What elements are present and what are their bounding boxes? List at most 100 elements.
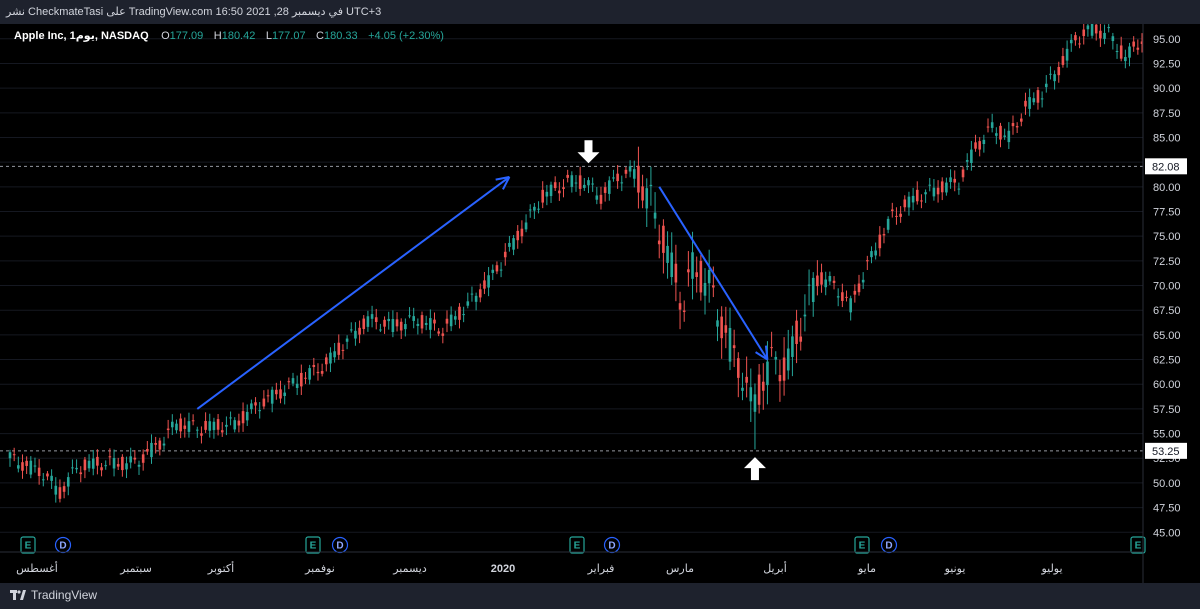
candle-body	[229, 417, 232, 419]
svg-text:D: D	[885, 541, 892, 552]
candle-body	[474, 295, 478, 302]
candle-body	[171, 421, 174, 428]
legend-high-value: 180.42	[222, 30, 256, 42]
legend-low-label: L	[266, 30, 272, 42]
x-tick-label: يونيو	[944, 563, 966, 575]
candle-body	[100, 467, 103, 471]
candle-body	[945, 182, 948, 193]
candle-body	[895, 215, 898, 217]
candle-body	[383, 319, 386, 327]
candle-body	[978, 141, 981, 150]
candle-body	[612, 177, 615, 179]
candle-body	[878, 234, 882, 249]
candle-body	[1024, 100, 1027, 107]
candle-body	[454, 316, 457, 320]
down-arrow-icon	[577, 140, 600, 164]
grid	[0, 38, 1143, 533]
candle-body	[1103, 32, 1106, 39]
candle-body	[183, 425, 187, 429]
candle-body	[270, 389, 274, 404]
candle-body	[774, 356, 778, 360]
candle-body	[970, 149, 973, 163]
y-tick-label: 80.00	[1153, 182, 1181, 194]
candle-body	[949, 177, 952, 183]
x-tick-label: سبتمبر	[119, 563, 152, 575]
candle-body	[628, 166, 632, 172]
y-axis[interactable]: 95.0092.5090.0087.5085.0082.5080.0077.50…	[1145, 34, 1187, 539]
candle-body	[499, 269, 503, 271]
candle-body	[836, 296, 840, 298]
candle-body	[520, 228, 524, 237]
candle-body	[828, 276, 832, 282]
candle-body	[254, 402, 257, 406]
candle-body	[503, 251, 507, 258]
candle-body	[179, 418, 182, 432]
candle-body	[757, 374, 761, 405]
x-axis[interactable]: أغسطس سبتمبر أكتوبر نوفمبر ديسمبر 2020 فبراير م…	[16, 561, 1062, 575]
candle-body	[370, 314, 374, 319]
candle-body	[890, 209, 894, 211]
plot-area-background	[0, 24, 1143, 583]
candle-body	[133, 457, 137, 460]
candle-body	[429, 318, 432, 330]
candle-body	[466, 301, 470, 306]
candle-body	[624, 169, 628, 174]
x-tick-label: أكتوبر	[207, 561, 234, 575]
candle-body	[591, 183, 594, 185]
candle-body	[1044, 83, 1048, 88]
candle-body	[237, 420, 241, 426]
candle-body	[1094, 24, 1098, 34]
candle-body	[832, 280, 836, 283]
candle-body	[391, 319, 395, 333]
candle-body	[737, 358, 740, 378]
trend-arrow-head	[755, 351, 768, 361]
candle-body	[911, 195, 915, 203]
earnings-badge[interactable]: E	[20, 536, 36, 554]
candle-body	[33, 465, 37, 467]
y-tick-label: 95.00	[1153, 34, 1181, 46]
earnings-badge[interactable]: E	[854, 536, 870, 554]
candle-body	[441, 333, 445, 336]
candle-body	[1053, 74, 1056, 82]
candle-body	[903, 199, 907, 208]
candle-body	[845, 296, 848, 298]
candle-body	[1049, 73, 1052, 75]
y-tick-label: 60.00	[1153, 379, 1181, 391]
candle-body	[641, 186, 644, 201]
candle-body	[324, 357, 328, 365]
candle-body	[990, 122, 994, 128]
candle-body	[562, 187, 565, 189]
svg-text:E: E	[1135, 541, 1142, 552]
candle-body	[41, 479, 45, 481]
candle-body	[329, 352, 332, 364]
candle-body	[1136, 47, 1140, 50]
candle-body	[1061, 56, 1065, 65]
candle-body	[129, 456, 132, 463]
candle-body	[345, 338, 349, 342]
tradingview-brand[interactable]: TradingView	[10, 588, 97, 602]
earnings-badge[interactable]: E	[1130, 536, 1146, 554]
candle-body	[150, 442, 153, 458]
candle-body	[516, 230, 520, 241]
candle-body	[583, 184, 586, 188]
candle-body	[666, 245, 669, 263]
candle-body	[811, 277, 815, 302]
candle-body	[1099, 30, 1102, 39]
trend-arrow-head	[764, 345, 769, 360]
candle-body	[225, 424, 228, 427]
legend-low-value: 177.07	[272, 30, 306, 42]
x-tick-label: فبراير	[587, 563, 615, 575]
earnings-badge[interactable]: E	[305, 536, 321, 554]
candle-body	[899, 213, 902, 217]
candle-body	[707, 270, 711, 284]
candle-body	[154, 443, 157, 445]
candle-body	[83, 459, 87, 471]
trend-arrow-line	[196, 176, 511, 410]
candle-body	[1011, 123, 1015, 127]
candle-body	[928, 184, 932, 186]
candle-body	[849, 298, 852, 313]
candle-body	[46, 473, 49, 477]
top-caption-bar: نشر CheckmateTasi على TradingView.com 16…	[0, 0, 1200, 24]
earnings-badge[interactable]: E	[569, 536, 585, 554]
